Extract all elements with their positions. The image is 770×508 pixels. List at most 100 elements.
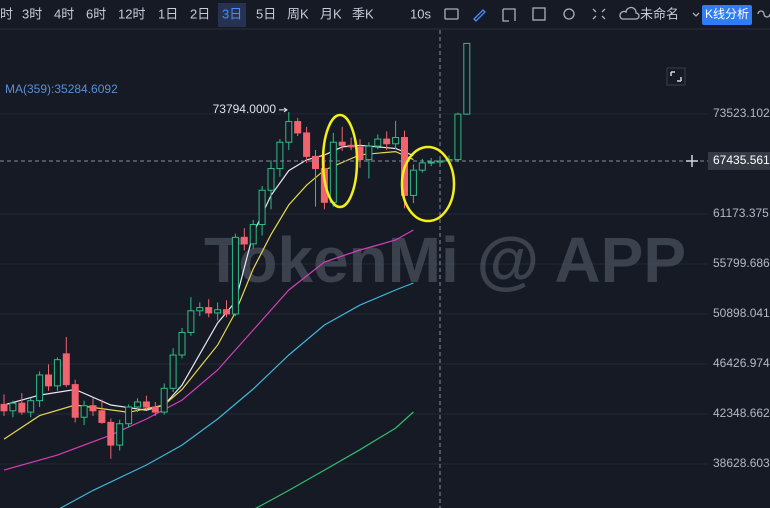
candle-body [125, 406, 133, 425]
crosshair-plus [686, 154, 698, 167]
link-icon[interactable] [757, 10, 770, 18]
candle-body [0, 403, 8, 412]
analysis-button[interactable] [702, 5, 752, 25]
candle-body [427, 161, 435, 164]
crosshair-price: 67435.561 [713, 153, 770, 167]
watermark: TokenMi @ APP [204, 224, 686, 296]
candle-body [116, 423, 124, 446]
candle-body [178, 331, 186, 356]
refresh-interval[interactable]: 10s [410, 6, 431, 21]
period-tab[interactable]: 12时 [118, 6, 145, 21]
candle-body [223, 309, 230, 315]
candle-body [409, 169, 417, 196]
expand-icon[interactable] [666, 67, 686, 86]
period-tab[interactable]: 1日 [158, 6, 178, 21]
candle-body [365, 145, 373, 161]
select-icon[interactable] [502, 8, 516, 22]
period-tab[interactable]: 6时 [86, 6, 106, 21]
period-tab[interactable]: 时 [0, 6, 13, 21]
candle-body [18, 402, 26, 413]
high-arrow [279, 107, 288, 113]
period-tab[interactable]: 季K [352, 6, 374, 21]
y-tick-label: 46426.974 [713, 356, 770, 370]
candle-body [71, 384, 79, 418]
highlight-ellipse [400, 145, 456, 223]
price-axis: 73523.102 61173.375 55799.686 50898.041 4642… [713, 106, 770, 470]
y-tick-label: 38628.603 [713, 456, 770, 470]
candle-body [294, 121, 302, 134]
candle-body [240, 236, 248, 245]
period-tab[interactable]: 4时 [54, 6, 74, 21]
candle-body [142, 401, 150, 408]
candle-body [303, 132, 311, 157]
indicator-label: MA(359):35284.6092 [5, 82, 118, 96]
candle-body [9, 402, 17, 412]
candle-body [258, 189, 266, 226]
ma-line [3, 144, 414, 411]
indicator-icon[interactable] [532, 7, 546, 21]
candle-body [196, 307, 204, 312]
candle-body [418, 162, 426, 171]
candle-body [89, 405, 97, 412]
candle-body [436, 160, 444, 163]
candle-body [374, 138, 382, 147]
period-tabs: 时 3时 4时 6时 12时 1日 2日 3日 5日 周K 月K 季K [0, 3, 374, 27]
candle-body [463, 42, 471, 115]
toolbar [0, 0, 770, 29]
candle-body [276, 141, 284, 170]
cloud-icon[interactable] [619, 6, 640, 20]
candle-body [169, 354, 177, 389]
y-tick-label: 50898.041 [713, 306, 770, 320]
period-tab[interactable]: 3时 [22, 6, 42, 21]
ma-line [255, 411, 414, 508]
ma-line [59, 282, 414, 508]
candle-body [134, 401, 141, 408]
period-tab[interactable]: 月K [320, 6, 342, 21]
candle-body [205, 307, 213, 314]
candle-body [45, 374, 52, 387]
draw-icon[interactable] [473, 9, 486, 22]
candle-body [53, 359, 61, 387]
candle-body [392, 137, 400, 145]
period-tab[interactable]: 2日 [190, 6, 210, 21]
candle-body [214, 309, 222, 314]
candle-body [347, 144, 355, 148]
crosshair-price-box [708, 151, 770, 170]
y-tick-label: 55799.686 [713, 256, 770, 270]
candle-body [383, 138, 391, 145]
y-tick-label: 61173.375 [713, 206, 769, 220]
analysis-button-label[interactable]: K线分析 [705, 7, 749, 21]
candle-body [36, 374, 44, 402]
period-tab[interactable]: 周K [287, 6, 309, 21]
candle-body [80, 405, 88, 418]
active-tab [218, 3, 246, 27]
y-tick-label: 73523.102 [713, 106, 770, 120]
highlight-ellipse [321, 113, 359, 209]
candle-body [329, 141, 337, 203]
dropdown-icon[interactable] [692, 12, 700, 17]
ma-line [3, 229, 414, 471]
candle-body [187, 310, 195, 333]
grid [0, 113, 708, 465]
candle-body [27, 400, 35, 413]
candle-body [267, 168, 275, 191]
candle-body [151, 406, 159, 413]
candle-body [249, 224, 257, 245]
candle-body [285, 121, 293, 143]
candle-body [231, 236, 239, 315]
camera-icon[interactable] [444, 8, 459, 20]
candle-body [98, 410, 106, 423]
period-tab[interactable]: 5日 [256, 6, 276, 21]
candle-body [454, 113, 462, 161]
fullscreen-icon[interactable] [592, 8, 606, 20]
layout-name[interactable]: 未命名 [640, 6, 679, 21]
candle-body [160, 387, 168, 413]
candle-body [312, 155, 319, 170]
toolbar-icons [444, 6, 770, 22]
candle-body [62, 353, 70, 386]
candle-body [107, 421, 115, 446]
settings-icon[interactable] [563, 8, 575, 20]
period-tab[interactable]: 3日 [222, 6, 242, 21]
y-tick-label: 42348.662 [713, 406, 770, 420]
